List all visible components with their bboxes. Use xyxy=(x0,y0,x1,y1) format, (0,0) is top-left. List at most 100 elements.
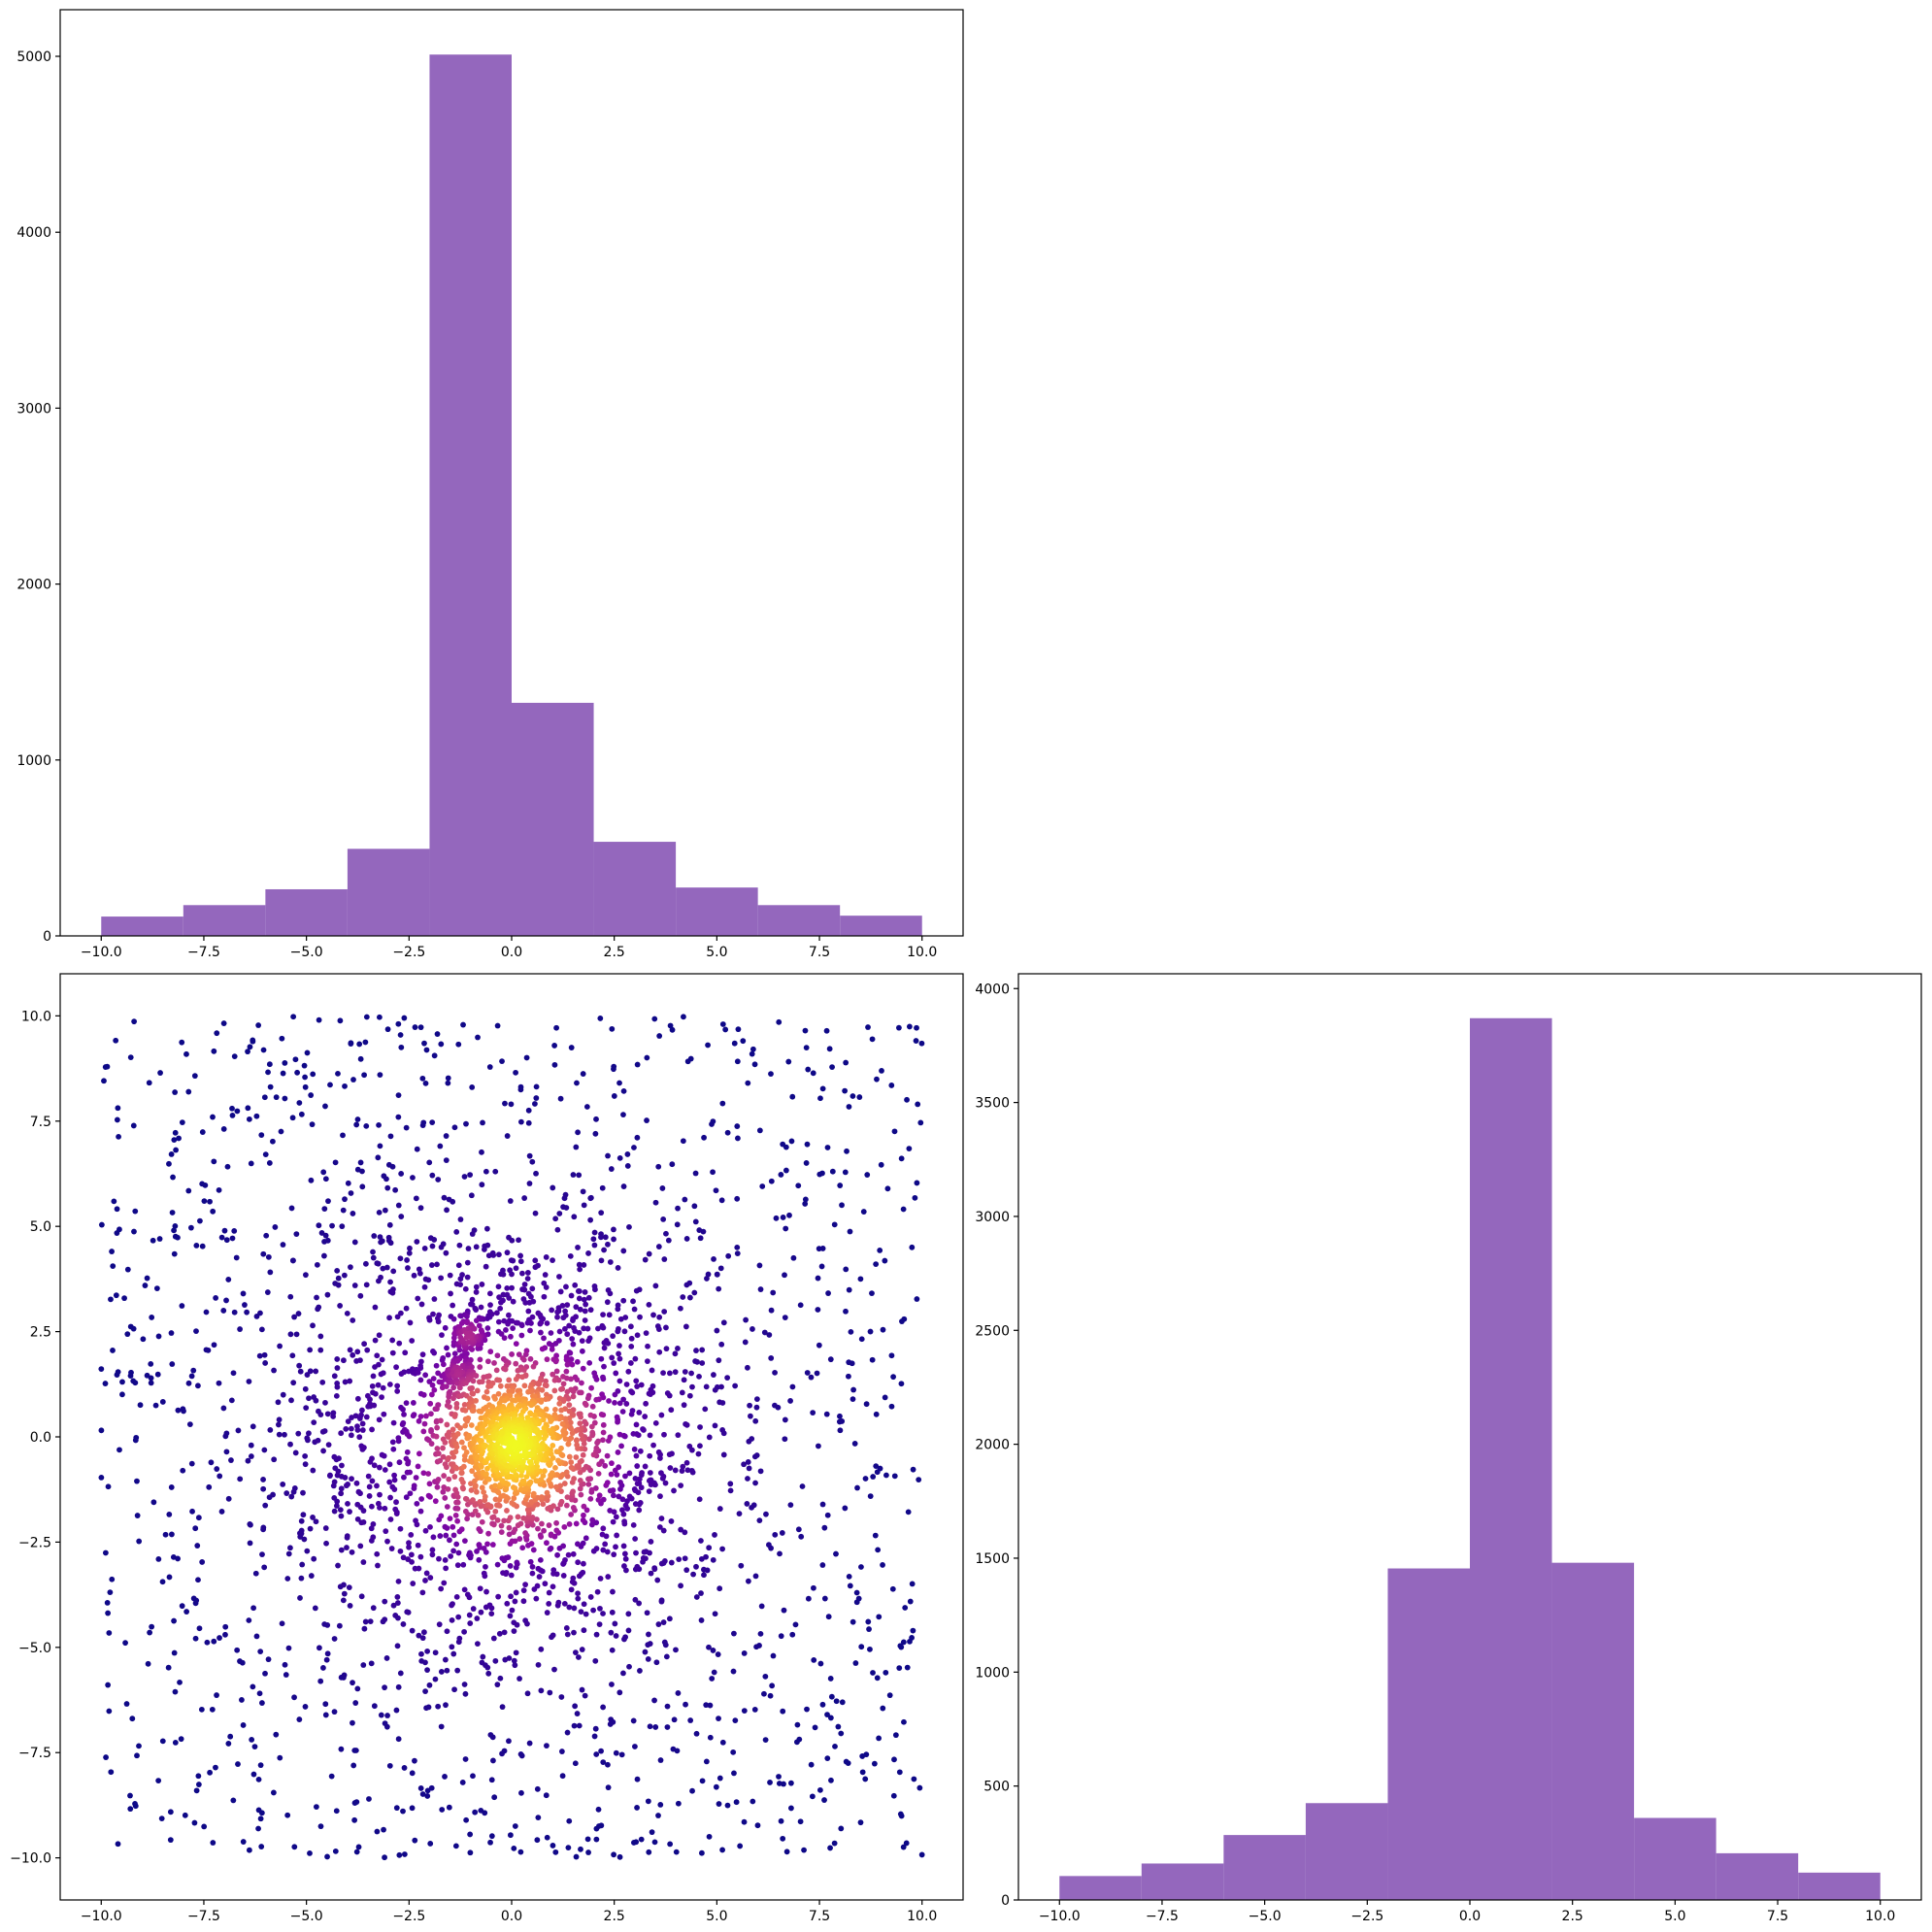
bottom-right-bar xyxy=(1387,1568,1470,1900)
bottom-left-point xyxy=(221,1227,228,1234)
bottom-left-point xyxy=(758,1603,765,1610)
bottom-left-point xyxy=(792,1621,799,1628)
bottom-left-point xyxy=(401,1765,408,1771)
bottom-left-point xyxy=(546,1589,552,1596)
bottom-left-point xyxy=(797,1818,804,1825)
bottom-left-point xyxy=(766,1332,773,1338)
bottom-left-point xyxy=(480,1653,486,1660)
bottom-left-point xyxy=(602,1541,609,1548)
bottom-left-point xyxy=(307,1347,314,1353)
bottom-left-point xyxy=(647,1723,653,1730)
top-left-y-tick-label: 5000 xyxy=(17,50,51,65)
bottom-left-point xyxy=(257,1762,264,1769)
bottom-left-point xyxy=(429,1547,436,1553)
bottom-left-point xyxy=(304,1049,311,1056)
bottom-left-point xyxy=(260,1485,267,1492)
bottom-left-point xyxy=(544,1356,550,1363)
bottom-left-point xyxy=(463,1816,470,1823)
bottom-left-point xyxy=(355,1844,362,1850)
bottom-left-point xyxy=(260,1524,267,1531)
bottom-left-point xyxy=(390,1268,397,1275)
bottom-left-point xyxy=(802,1196,809,1203)
bottom-left-point xyxy=(534,1582,541,1589)
bottom-left-point xyxy=(276,1431,283,1438)
bottom-left-point xyxy=(701,1134,707,1141)
bottom-left-point xyxy=(218,1234,225,1241)
bottom-left-y-tick-label: −2.5 xyxy=(18,1535,51,1550)
bottom-left-point xyxy=(573,1454,580,1460)
bottom-left-point xyxy=(630,1717,637,1724)
bottom-left-point xyxy=(403,1400,410,1407)
bottom-left-point xyxy=(661,1431,667,1438)
bottom-left-point xyxy=(658,1516,665,1521)
bottom-left-point xyxy=(548,1472,554,1479)
bottom-left-point xyxy=(537,1532,544,1539)
top-left-x-tick-label: −5.0 xyxy=(290,945,323,960)
bottom-left-point xyxy=(563,1502,570,1509)
bottom-left-point xyxy=(426,1682,433,1688)
bottom-left-point xyxy=(446,1429,452,1436)
bottom-left-point xyxy=(655,1449,662,1455)
bottom-left-point xyxy=(675,1205,681,1212)
bottom-left-point xyxy=(179,1603,185,1610)
top-left-bar xyxy=(265,888,348,936)
bottom-left-point xyxy=(720,1451,727,1458)
bottom-left-point xyxy=(849,1093,856,1099)
bottom-left-point xyxy=(652,1199,659,1206)
bottom-left-point xyxy=(381,1826,386,1833)
bottom-left-point xyxy=(300,1489,306,1496)
top-left-bar xyxy=(101,916,183,936)
bottom-left-point xyxy=(553,1483,559,1490)
bottom-left-point xyxy=(191,1073,198,1080)
bottom-left-point xyxy=(645,1642,651,1649)
bottom-left-point xyxy=(441,1473,448,1479)
bottom-left-point xyxy=(436,1555,442,1562)
bottom-left-point xyxy=(558,1694,565,1700)
bottom-left-point xyxy=(663,1324,669,1331)
bottom-left-point xyxy=(464,1259,471,1266)
bottom-left-point xyxy=(610,1588,616,1595)
bottom-left-point xyxy=(913,1038,919,1044)
bottom-left-point xyxy=(524,1507,531,1514)
bottom-left-point xyxy=(155,1555,162,1562)
bottom-left-point xyxy=(898,1155,905,1162)
bottom-left-point xyxy=(601,1363,607,1370)
bottom-left-point xyxy=(394,1314,401,1320)
bottom-left-point xyxy=(102,1381,109,1386)
bottom-left-point xyxy=(428,1391,435,1398)
bottom-left-point xyxy=(267,1269,274,1276)
bottom-left-point xyxy=(683,1420,689,1427)
bottom-left-point xyxy=(513,1376,519,1382)
bottom-left-point xyxy=(544,1834,550,1841)
bottom-left-point xyxy=(393,1364,399,1371)
bottom-left-point xyxy=(587,1412,594,1418)
bottom-left-point xyxy=(588,1486,595,1493)
bottom-left-point xyxy=(833,1698,840,1705)
bottom-left-point xyxy=(598,1234,604,1241)
bottom-left-point xyxy=(134,1478,140,1484)
bottom-left-point xyxy=(440,1453,447,1460)
bottom-left-point xyxy=(655,1813,661,1818)
bottom-left-point xyxy=(622,1315,629,1320)
bottom-left-point xyxy=(488,1611,495,1617)
bottom-left-point xyxy=(782,1315,788,1320)
bottom-left-point xyxy=(757,1286,764,1292)
bottom-left-point xyxy=(640,1426,646,1432)
bottom-left-point xyxy=(458,1526,465,1533)
bottom-left-point xyxy=(225,1495,232,1502)
bottom-left-point xyxy=(467,1849,474,1856)
bottom-left-point xyxy=(359,1407,365,1414)
bottom-left-point xyxy=(821,1797,827,1803)
bottom-left-point xyxy=(735,1026,742,1033)
bottom-left-point xyxy=(867,1646,873,1652)
bottom-left-point xyxy=(114,1206,120,1213)
bottom-left-point xyxy=(842,1505,849,1512)
bottom-right-x-tick-label: 0.0 xyxy=(1459,1909,1481,1924)
bottom-left-point xyxy=(593,1751,600,1757)
bottom-left-point xyxy=(864,1172,871,1178)
bottom-left-point xyxy=(434,1031,441,1037)
bottom-left-point xyxy=(554,1314,560,1320)
bottom-left-point xyxy=(371,1402,378,1409)
bottom-left-point xyxy=(339,1462,345,1469)
bottom-left-point xyxy=(427,1575,434,1581)
